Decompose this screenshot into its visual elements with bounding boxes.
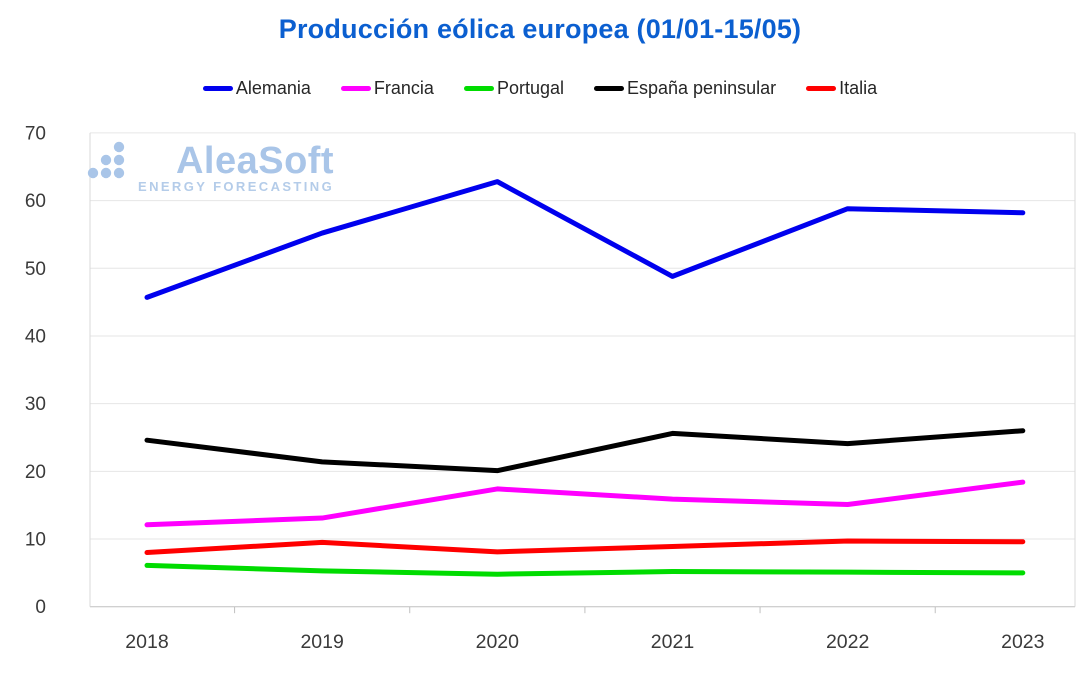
x-tick-label-2023: 2023 <box>1001 631 1044 653</box>
legend-swatch-francia <box>340 86 371 91</box>
y-tick-label-50: 50 <box>25 259 46 280</box>
legend-label-portugal: Portugal <box>496 78 564 98</box>
series-line-francia[interactable] <box>144 479 1026 528</box>
x-tick-label-2021: 2021 <box>651 631 694 653</box>
series-line-portugal[interactable] <box>144 562 1026 577</box>
legend-label-francia: Francia <box>373 78 434 98</box>
y-tick-label-20: 20 <box>25 462 46 483</box>
legend: Alemania Francia Portugal España peninsu… <box>0 78 1080 99</box>
series-line-espana-peninsular[interactable] <box>144 428 1026 474</box>
legend-item-espana-peninsular[interactable]: España peninsular <box>593 78 777 99</box>
legend-item-italia[interactable]: Italia <box>806 78 877 99</box>
series-line-alemania[interactable] <box>144 179 1026 300</box>
y-tick-label-40: 40 <box>25 326 46 347</box>
legend-swatch-alemania <box>202 86 233 91</box>
x-tick-label-2020: 2020 <box>476 631 520 653</box>
y-tick-label-60: 60 <box>25 191 46 212</box>
legend-label-italia: Italia <box>839 78 878 98</box>
series-line-italia[interactable] <box>144 538 1026 556</box>
legend-item-francia[interactable]: Francia <box>340 78 434 99</box>
legend-label-alemania: Alemania <box>235 78 311 98</box>
legend-item-alemania[interactable]: Alemania <box>202 78 311 99</box>
y-tick-label-0: 0 <box>35 597 46 618</box>
legend-label-espana-peninsular: España peninsular <box>626 78 777 98</box>
chart-title: Producción eólica europea (01/01-15/05) <box>278 14 802 44</box>
x-tick-label-2019: 2019 <box>300 631 343 653</box>
x-tick-label-2018: 2018 <box>125 631 168 653</box>
x-tick-label-2022: 2022 <box>826 631 869 653</box>
legend-item-portugal[interactable]: Portugal <box>463 78 564 99</box>
y-tick-label-10: 10 <box>25 530 46 551</box>
y-tick-label-30: 30 <box>25 394 46 415</box>
legend-swatch-espana-peninsular <box>593 86 624 91</box>
legend-swatch-portugal <box>463 86 494 91</box>
y-tick-label-70: 70 <box>25 123 46 144</box>
legend-swatch-italia <box>806 86 837 91</box>
